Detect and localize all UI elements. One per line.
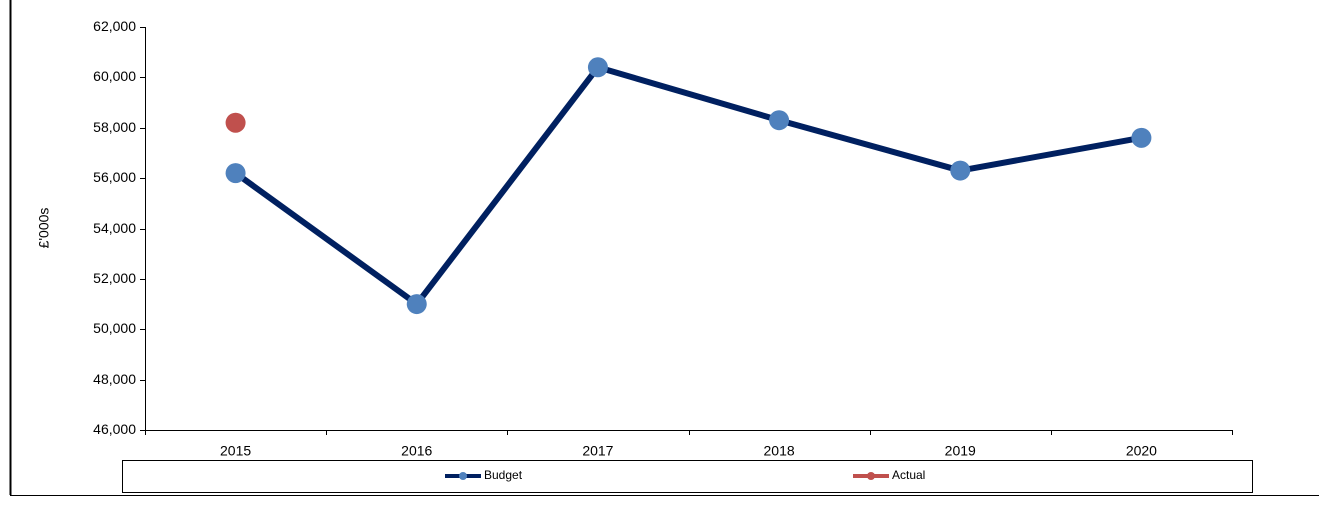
y-tick-label: 56,000 (93, 169, 136, 185)
data-point (406, 294, 427, 315)
data-point (587, 57, 608, 78)
x-tick-label: 2016 (401, 443, 432, 459)
y-tick-label: 58,000 (93, 119, 136, 135)
legend-swatch-marker (867, 472, 875, 480)
x-tick-label: 2017 (582, 443, 613, 459)
data-point (769, 110, 790, 131)
legend-box (122, 460, 1253, 493)
y-tick-label: 48,000 (93, 371, 136, 387)
series-line (233, 64, 1142, 308)
data-point (1131, 127, 1152, 148)
x-tick-label: 2015 (220, 443, 251, 459)
data-point (225, 112, 246, 133)
x-tick-label: 2020 (1126, 443, 1157, 459)
y-tick-label: 54,000 (93, 220, 136, 236)
y-axis-label: £'000s (36, 208, 52, 249)
legend-label: Actual (892, 468, 925, 482)
y-tick-label: 50,000 (93, 320, 136, 336)
data-point (950, 160, 971, 181)
x-tick-label: 2018 (764, 443, 795, 459)
y-tick-label: 46,000 (93, 421, 136, 437)
y-tick-label: 60,000 (93, 68, 136, 84)
legend-label: Budget (484, 468, 523, 482)
y-tick-label: 62,000 (93, 18, 136, 34)
y-tick-label: 52,000 (93, 270, 136, 286)
data-point (225, 163, 246, 184)
x-tick-label: 2019 (945, 443, 976, 459)
legend-swatch-marker (459, 472, 467, 480)
